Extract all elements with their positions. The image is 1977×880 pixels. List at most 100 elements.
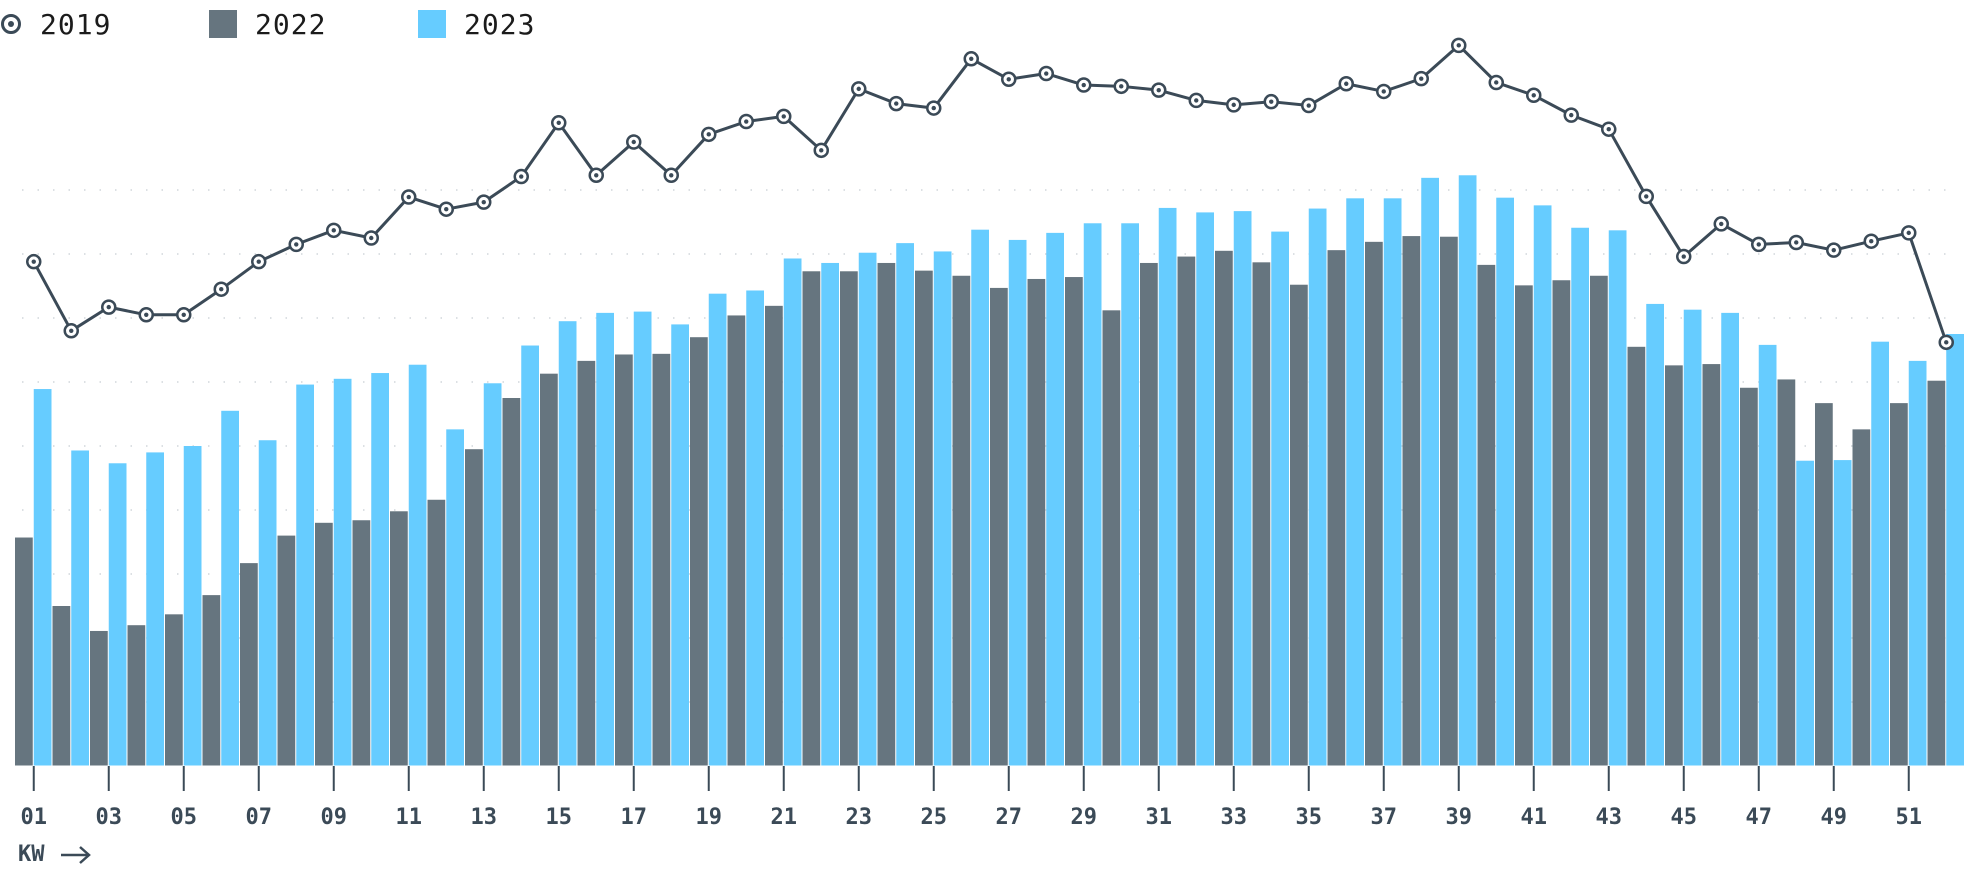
point-dot-2019-kw02 — [69, 328, 74, 333]
bar-2022-kw52 — [1927, 380, 1946, 766]
point-dot-2019-kw18 — [669, 173, 674, 178]
bar-2023-kw04 — [146, 452, 164, 766]
point-dot-2019-kw40 — [1494, 80, 1499, 85]
x-tick-label-33: 33 — [1221, 805, 1248, 830]
x-tick-label-41: 41 — [1521, 805, 1548, 830]
target-circle-icon — [1, 14, 21, 34]
bar-2022-kw43 — [1590, 275, 1608, 766]
point-dot-2019-kw13 — [481, 199, 486, 205]
bar-2022-kw09 — [315, 522, 333, 766]
bar-2023-kw18 — [671, 324, 689, 766]
bar-2023-kw30 — [1121, 223, 1139, 766]
bar-2023-kw22 — [821, 262, 839, 766]
bar-2023-kw32 — [1196, 212, 1214, 766]
x-tick-label-15: 15 — [546, 805, 573, 830]
bar-2023-kw40 — [1496, 197, 1514, 766]
bar-2022-kw45 — [1665, 365, 1683, 766]
x-tick-label-05: 05 — [171, 805, 198, 830]
legend-label-2022: 2022 — [255, 7, 327, 41]
point-dot-2019-kw34 — [1269, 99, 1274, 104]
x-tick-label-51: 51 — [1896, 805, 1923, 830]
point-dot-2019-kw35 — [1306, 103, 1311, 108]
bar-2022-kw01 — [15, 537, 33, 766]
legend-item-2023[interactable]: 2023 — [418, 4, 535, 44]
bar-2022-kw19 — [690, 337, 708, 766]
point-dot-2019-kw44 — [1644, 194, 1649, 199]
bar-2022-kw46 — [1702, 364, 1721, 766]
bar-2022-kw36 — [1327, 250, 1346, 766]
point-dot-2019-kw24 — [894, 101, 899, 106]
bar-2022-kw41 — [1515, 285, 1533, 766]
bar-2023-kw42 — [1571, 227, 1589, 766]
bar-2022-kw40 — [1477, 264, 1496, 766]
bar-2022-kw13 — [465, 449, 483, 766]
x-tick-label-09: 09 — [321, 805, 348, 830]
x-tick-label-17: 17 — [621, 805, 648, 830]
bar-2023-kw07 — [258, 440, 277, 766]
bar-2023-kw11 — [408, 364, 427, 766]
x-tick-label-11: 11 — [396, 805, 423, 830]
bar-2023-kw09 — [333, 378, 352, 766]
point-dot-2019-kw14 — [519, 174, 524, 179]
point-dot-2019-kw25 — [931, 105, 936, 111]
point-dot-2019-kw10 — [369, 235, 374, 241]
point-dot-2019-kw43 — [1606, 127, 1611, 132]
point-dot-2019-kw51 — [1906, 230, 1911, 236]
bar-2022-kw35 — [1290, 284, 1308, 766]
x-axis-title-text: KW — [18, 842, 45, 867]
bar-2022-kw12 — [427, 499, 446, 766]
bar-2022-kw10 — [352, 520, 371, 766]
point-dot-2019-kw08 — [294, 242, 299, 247]
x-tick-label-07: 07 — [246, 805, 273, 830]
bar-2023-kw26 — [971, 229, 989, 766]
point-dot-2019-kw16 — [594, 173, 599, 178]
x-tick-label-37: 37 — [1371, 805, 1398, 830]
x-tick-label-19: 19 — [696, 805, 723, 830]
bar-2023-kw43 — [1608, 230, 1627, 766]
bar-2023-kw29 — [1083, 223, 1102, 766]
x-tick-label-39: 39 — [1446, 805, 1473, 830]
point-dot-2019-kw04 — [144, 312, 149, 317]
point-dot-2019-kw01 — [31, 259, 36, 264]
x-tick-label-31: 31 — [1146, 805, 1173, 830]
bar-2022-kw34 — [1252, 262, 1271, 766]
bar-2022-kw05 — [165, 614, 183, 766]
point-dot-2019-kw42 — [1569, 112, 1574, 118]
bar-2023-kw14 — [521, 345, 539, 766]
point-dot-2019-kw15 — [556, 120, 561, 126]
point-dot-2019-kw31 — [1156, 87, 1161, 93]
bar-2022-kw27 — [990, 287, 1008, 766]
bar-2022-kw26 — [952, 275, 971, 766]
point-dot-2019-kw23 — [856, 86, 861, 92]
bar-2022-kw32 — [1177, 256, 1196, 766]
bar-2023-kw37 — [1383, 198, 1402, 766]
bar-2022-kw38 — [1402, 236, 1421, 766]
point-dot-2019-kw05 — [181, 312, 186, 317]
bar-2022-kw51 — [1890, 403, 1908, 766]
bar-2023-kw24 — [896, 243, 914, 766]
point-dot-2019-kw29 — [1081, 82, 1086, 88]
point-dot-2019-kw37 — [1381, 89, 1386, 94]
bar-2022-kw30 — [1102, 310, 1121, 766]
bar-2022-kw07 — [240, 563, 258, 766]
legend-item-2019[interactable]: 2019 — [0, 4, 111, 44]
x-tick-label-43: 43 — [1596, 805, 1623, 830]
bar-2022-kw33 — [1215, 250, 1233, 767]
legend-label-2019: 2019 — [40, 7, 112, 41]
legend-item-2022[interactable]: 2022 — [209, 4, 326, 44]
bar-2023-kw36 — [1346, 198, 1364, 766]
bar-2022-kw16 — [577, 360, 596, 766]
bar-2022-kw25 — [915, 270, 933, 766]
point-dot-2019-kw03 — [106, 304, 111, 310]
bar-2023-kw27 — [1008, 239, 1027, 767]
bar-2022-kw42 — [1552, 280, 1571, 766]
bar-2023-kw39 — [1458, 175, 1477, 766]
point-dot-2019-kw27 — [1006, 77, 1011, 82]
bar-2023-kw02 — [71, 450, 89, 766]
bar-2022-kw17 — [615, 354, 633, 766]
point-dot-2019-kw33 — [1231, 102, 1236, 108]
bar-2023-kw12 — [446, 429, 464, 766]
x-tick-label-49: 49 — [1821, 805, 1848, 830]
bar-2023-kw15 — [558, 321, 577, 766]
x-tick-label-21: 21 — [771, 805, 798, 830]
